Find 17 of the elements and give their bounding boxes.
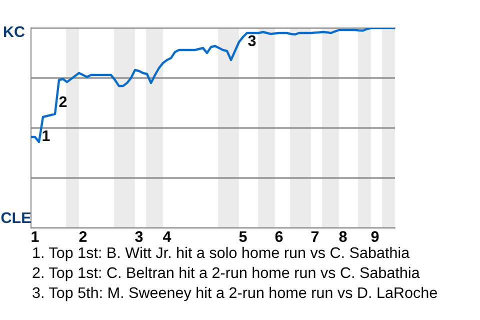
x-tick-label: 2: [79, 231, 87, 242]
annotation: 2: [59, 96, 67, 107]
x-tick-label: 7: [311, 231, 319, 242]
text: CLE: [1, 212, 31, 224]
text: 1. Top 1st: B. Witt Jr. hit a solo home run vs C. Sabathia: [33, 246, 410, 262]
x-tick-label: 6: [275, 231, 283, 242]
x-tick-label: 8: [339, 231, 347, 242]
x-tick-label: 1: [32, 231, 39, 242]
annotation: 3: [248, 35, 256, 46]
annotation: 1: [42, 130, 50, 141]
x-tick-label: 9: [371, 231, 379, 242]
text: 2. Top 1st: C. Beltran hit a 2-run home run vs C. Sabathia: [32, 266, 420, 282]
text: KC: [4, 26, 25, 38]
text: 3. Top 5th: M. Sweeney hit a 2-run home run vs D. LaRoche: [32, 286, 437, 302]
x-tick-label: 4: [162, 231, 172, 242]
x-tick-label: 5: [239, 231, 247, 242]
x-tick-label: 3: [135, 231, 143, 242]
